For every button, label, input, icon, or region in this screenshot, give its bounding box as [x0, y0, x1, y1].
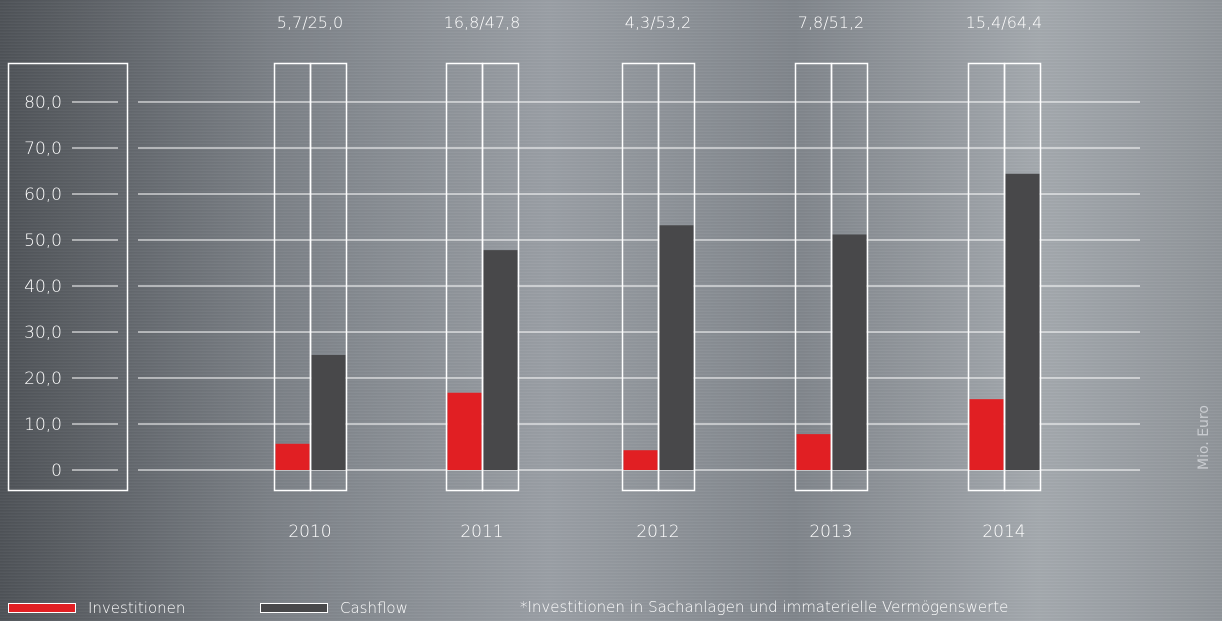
- legend-swatch-cashflow: [260, 603, 328, 613]
- bar-cashflow-2011: [483, 250, 518, 470]
- x-tick-label: 2013: [809, 522, 852, 542]
- bar-investitionen-2013: [796, 434, 831, 470]
- bar-investitionen-2012: [623, 450, 658, 470]
- y-tick-label: 40,0: [24, 277, 62, 297]
- x-tick-label: 2014: [982, 522, 1025, 542]
- bar-investitionen-2011: [447, 392, 482, 470]
- bar-investitionen-2014: [969, 399, 1004, 470]
- data-label: 5,7/25,0: [277, 13, 343, 32]
- y-tick-label: 10,0: [24, 415, 62, 435]
- legend-label-investitionen: Investitionen: [88, 599, 186, 617]
- legend-label-cashflow: Cashflow: [340, 599, 408, 617]
- legend-item-cashflow: Cashflow: [260, 598, 408, 618]
- y-tick-label: 20,0: [24, 369, 62, 389]
- data-label: 4,3/53,2: [625, 13, 691, 32]
- bar-frame: [309, 62, 348, 492]
- legend-item-investitionen: Investitionen: [8, 598, 185, 618]
- footnote: *Investitionen in Sachanlagen und immate…: [520, 598, 1009, 616]
- bar-frame: [794, 62, 833, 492]
- bar-investitionen-2010: [275, 443, 310, 470]
- bars: [273, 62, 1042, 492]
- y-tick-label: 70,0: [24, 139, 62, 159]
- y-tick-label: 30,0: [24, 323, 62, 343]
- bar-cashflow-2014: [1005, 173, 1040, 470]
- bar-frame: [830, 62, 869, 492]
- y-tick-label: 60,0: [24, 185, 62, 205]
- data-label: 7,8/51,2: [798, 13, 864, 32]
- data-label: 15,4/64,4: [966, 13, 1043, 32]
- y-tick-label: 0: [51, 461, 62, 481]
- bar-frame: [1003, 62, 1042, 492]
- legend-swatch-investitionen: [8, 603, 76, 613]
- bar-frame: [621, 62, 660, 492]
- y-axis-frame: [7, 62, 129, 492]
- bar-cashflow-2010: [311, 355, 346, 470]
- bar-frame: [481, 62, 520, 492]
- x-tick-label: 2011: [460, 522, 503, 542]
- bar-cashflow-2012: [659, 225, 694, 470]
- y-axis: 0 10,0 20,0 30,0 40,0 50,0 60,0 70,0 80,0: [7, 62, 129, 492]
- bar-frame: [657, 62, 696, 492]
- bar-cashflow-2013: [832, 234, 867, 470]
- labels: 5,7/25,0 2010 16,8/47,8 2011 4,3/53,2 2012 7,8…: [277, 13, 1043, 542]
- x-tick-label: 2012: [636, 522, 679, 542]
- gridlines: [138, 101, 1140, 471]
- data-label: 16,8/47,8: [444, 13, 521, 32]
- bar-frame: [273, 62, 312, 492]
- y-tick-label: 80,0: [24, 93, 62, 113]
- x-tick-label: 2010: [288, 522, 331, 542]
- unit-label: Mio. Euro: [1196, 405, 1212, 470]
- y-tick-label: 50,0: [24, 231, 62, 251]
